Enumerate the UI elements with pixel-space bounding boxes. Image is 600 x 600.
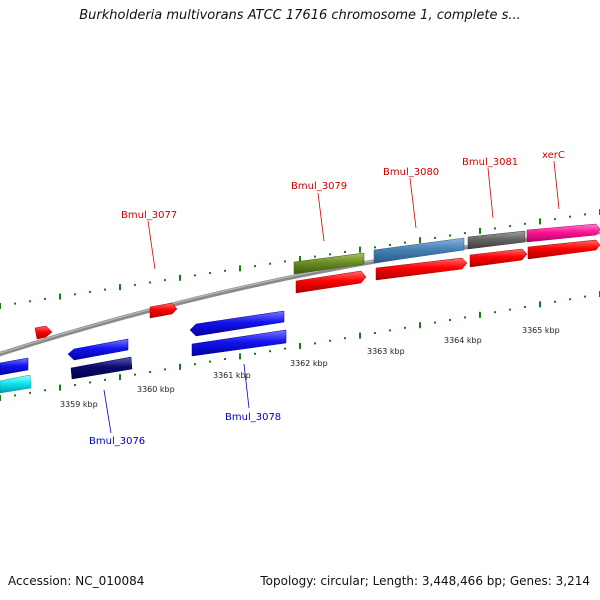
- gene-feature-bmul-3080-steel[interactable]: [373, 237, 465, 264]
- cds-forward-bmul-3077[interactable]: [149, 302, 178, 319]
- gene-label-bmul-3081[interactable]: Bmul_3081: [462, 157, 518, 168]
- cds-reverse-left-cyan[interactable]: [0, 374, 32, 394]
- cds-reverse-bmul-3078-a[interactable]: [189, 310, 285, 337]
- leader-line-bmul-3079: [317, 192, 325, 242]
- topology-summary: Topology: circular; Length: 3,448,466 bp…: [260, 574, 590, 588]
- gene-label-bmul-3079[interactable]: Bmul_3079: [291, 181, 347, 192]
- map-title: Burkholderia multivorans ATCC 17616 chro…: [79, 8, 521, 23]
- gene-feature-xerc-pink[interactable]: [526, 223, 600, 243]
- accession-label: Accession: NC_010084: [8, 574, 145, 588]
- gene-feature-bmul-3081-gray[interactable]: [467, 230, 526, 250]
- cds-reverse-bmul-3076-b[interactable]: [70, 356, 133, 380]
- cds-forward-bmul-3081[interactable]: [469, 248, 528, 268]
- reverse-scale-ticks: [0, 291, 600, 401]
- cds-forward-xerc[interactable]: [527, 239, 600, 260]
- forward-scale-ticks: [0, 209, 600, 309]
- leader-line-bmul-3081: [487, 167, 494, 219]
- gene-label-bmul-3080[interactable]: Bmul_3080: [383, 167, 439, 178]
- gene-label-bmul-3076[interactable]: Bmul_3076: [89, 436, 145, 447]
- leader-line-bmul-3080: [409, 177, 417, 229]
- leader-line-bmul-3078: [243, 363, 250, 409]
- scale-label-3362: 3362 kbp: [290, 359, 328, 368]
- scale-label-3361: 3361 kbp: [213, 371, 251, 380]
- gene-feature-bmul-3079-olive[interactable]: [293, 252, 365, 275]
- cds-forward-small-left[interactable]: [34, 325, 53, 340]
- cds-forward-bmul-3079[interactable]: [295, 270, 367, 294]
- cds-reverse-left-blue[interactable]: [0, 357, 29, 376]
- gene-label-xerc[interactable]: xerC: [542, 150, 565, 161]
- scale-label-3359: 3359 kbp: [60, 400, 98, 409]
- scale-label-3364: 3364 kbp: [444, 336, 482, 345]
- cds-reverse-bmul-3076-a[interactable]: [67, 338, 129, 361]
- leader-line-bmul-3076: [103, 389, 112, 434]
- leader-line-xerc: [553, 160, 560, 210]
- gene-label-bmul-3077[interactable]: Bmul_3077: [121, 210, 177, 221]
- scale-label-3360: 3360 kbp: [137, 385, 175, 394]
- cds-forward-bmul-3080[interactable]: [375, 257, 468, 281]
- scale-label-3365: 3365 kbp: [522, 326, 560, 335]
- cds-reverse-bmul-3078-b[interactable]: [191, 329, 287, 357]
- scale-label-3363: 3363 kbp: [367, 347, 405, 356]
- leader-line-bmul-3077: [147, 220, 156, 270]
- gene-label-bmul-3078[interactable]: Bmul_3078: [225, 412, 281, 423]
